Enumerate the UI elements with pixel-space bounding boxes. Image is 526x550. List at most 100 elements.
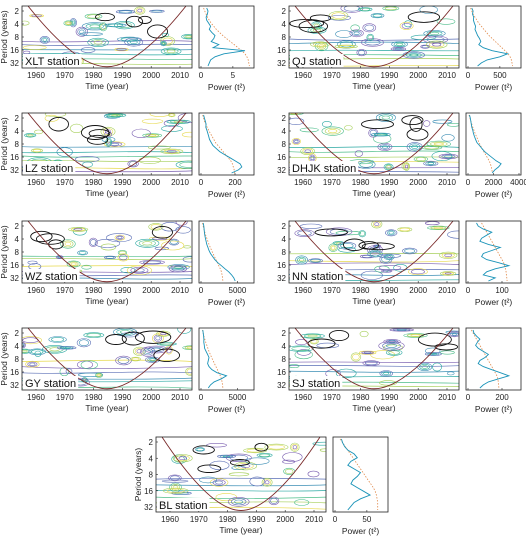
wavelet-contour-ring	[331, 12, 346, 19]
wavelet-contour-ring	[22, 45, 47, 50]
wavelet-contour-ring	[184, 346, 192, 350]
x-tick-label: 2010	[305, 515, 323, 524]
wavelet-contour-ring	[124, 37, 144, 47]
y-tick-label: 2	[282, 329, 287, 338]
y-tick-label: 4	[282, 342, 287, 351]
wavelet-contour-ring	[374, 265, 390, 273]
y-tick-label: 8	[282, 355, 287, 364]
y-tick-label: 16	[10, 368, 19, 377]
wavelet-contour-ring	[136, 349, 143, 354]
wavelet-contour-ring	[350, 352, 362, 362]
wavelet-contour-ring	[175, 221, 188, 226]
wavelet-contour-ring	[338, 247, 357, 253]
power-tick-label: 200	[228, 178, 242, 187]
significance-contour	[138, 15, 152, 24]
global-power-line	[471, 7, 510, 67]
wavelet-contour-ring	[49, 347, 60, 352]
wavelet-contour-ring	[294, 229, 315, 237]
wavelet-contour-ring	[430, 141, 448, 147]
wavelet-contour-ring	[160, 47, 182, 55]
wavelet-contour-ring	[367, 250, 383, 258]
cone-of-influence	[27, 113, 187, 175]
wavelet-contour-ring	[419, 6, 438, 14]
wavelet-contour-ring	[294, 139, 299, 143]
y-tick-label: 2	[282, 222, 287, 231]
power-axis-label: Power (t²)	[342, 526, 379, 536]
period-band-contour	[289, 370, 459, 373]
wavelet-contour-ring	[404, 248, 416, 254]
wavelet-contour-ring	[133, 346, 146, 356]
wavelet-contour-ring	[44, 114, 59, 122]
significance-contour	[401, 115, 424, 126]
wavelet-contour-ring	[84, 13, 103, 20]
wavelet-contour-ring	[373, 133, 388, 136]
wavelet-contour-ring	[328, 243, 338, 252]
wavelet-contour-ring	[182, 345, 192, 350]
x-tick-label: 2000	[142, 393, 160, 402]
power-tick-label: 50	[362, 515, 371, 524]
significance-contour	[153, 348, 181, 363]
wavelet-contour-ring	[209, 478, 229, 487]
x-tick-label: 1980	[85, 286, 103, 295]
wavelet-contour-ring	[429, 31, 440, 35]
significance-contour	[409, 117, 423, 132]
period-band-contour	[289, 260, 459, 263]
wavelet-contour-ring	[447, 230, 459, 239]
wavelet-contour-ring	[89, 24, 101, 29]
y-tick-label: 16	[10, 153, 19, 162]
wavelet-contour-ring	[137, 8, 143, 13]
wavelet-contour-ring	[362, 255, 373, 258]
wavelet-contour-ring	[378, 340, 405, 351]
wavelet-contour-ring	[362, 360, 380, 366]
wavelet-contour-ring	[409, 53, 419, 57]
wavelet-contour-ring	[127, 160, 139, 168]
x-tick-label: 1970	[56, 71, 74, 80]
y-tick-label: 8	[282, 33, 287, 42]
significance-contour	[298, 19, 329, 33]
wavelet-contour-ring	[396, 329, 407, 331]
y-tick-label: 32	[277, 166, 286, 175]
wavelet-contour-ring	[289, 113, 301, 115]
wavelet-contour-ring	[436, 18, 456, 25]
wavelet-contour-ring	[116, 235, 124, 240]
wavelet-contour-ring	[267, 444, 285, 450]
wavelet-contour-ring	[439, 251, 458, 259]
station-label-bg	[290, 54, 344, 67]
y-tick-label: 32	[277, 381, 286, 390]
wavelet-contour-ring	[364, 24, 375, 31]
y-tick-label: 2	[282, 114, 287, 123]
wavelet-contour-ring	[60, 239, 76, 249]
wavelet-contour-ring	[32, 149, 42, 153]
significance-contour	[361, 119, 394, 130]
panel-7: 2 4 8 16 32 1960 1970 1980 1990 2000 2010 Time (yea…	[0, 327, 255, 414]
wavelet-contour-ring	[101, 136, 116, 143]
wavelet-contour-ring	[185, 367, 192, 376]
wavelet-contour-ring	[81, 264, 92, 270]
cone-of-influence	[294, 328, 454, 390]
x-tick-label: 1990	[381, 393, 399, 402]
wavelet-contour-ring	[349, 29, 364, 38]
power-axis-label: Power (t²)	[208, 297, 245, 307]
wavelet-contour-ring	[181, 34, 192, 40]
station-label: LZ station	[25, 163, 73, 175]
wavelet-contour-ring	[450, 331, 459, 337]
wavelet-contour-ring	[383, 371, 390, 375]
x-tick-label: 1990	[381, 286, 399, 295]
wavelet-contour-ring	[86, 333, 102, 338]
wavelet-contour-ring	[27, 361, 38, 367]
period-band-contour	[22, 40, 192, 43]
wavelet-contour-ring	[163, 48, 179, 54]
significance-line	[470, 7, 513, 67]
wavelet-contour-ring	[23, 50, 31, 55]
wavelet-contour-ring	[152, 237, 168, 241]
x-tick-label: 2010	[438, 178, 456, 187]
period-band-contour	[289, 364, 459, 367]
wavelet-contour-ring	[373, 133, 392, 144]
wavelet-contour-ring	[310, 41, 330, 48]
cone-of-influence	[294, 113, 454, 175]
x-tick-label: 2010	[171, 393, 189, 402]
wavelet-contour-ring	[261, 477, 273, 487]
power-frame	[198, 220, 255, 284]
wavelet-contour-ring	[231, 465, 246, 471]
y-tick-label: 4	[282, 20, 287, 29]
